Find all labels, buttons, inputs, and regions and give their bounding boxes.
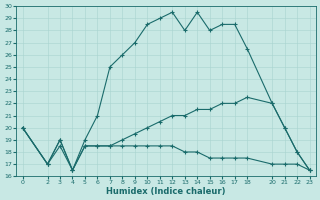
X-axis label: Humidex (Indice chaleur): Humidex (Indice chaleur) (106, 187, 226, 196)
